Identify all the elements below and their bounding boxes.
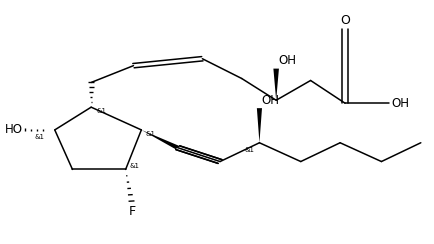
Text: &1: &1 xyxy=(130,163,140,169)
Text: &1: &1 xyxy=(244,147,254,153)
Text: HO: HO xyxy=(5,123,23,136)
Text: OH: OH xyxy=(391,97,409,110)
Text: &1: &1 xyxy=(34,134,44,140)
Text: &1: &1 xyxy=(97,108,107,114)
Text: OH: OH xyxy=(262,94,279,107)
Polygon shape xyxy=(273,69,279,100)
Polygon shape xyxy=(257,108,262,143)
Text: O: O xyxy=(340,14,350,27)
Text: F: F xyxy=(129,205,136,218)
Polygon shape xyxy=(141,130,180,149)
Text: OH: OH xyxy=(278,54,296,67)
Text: &1: &1 xyxy=(146,131,156,137)
